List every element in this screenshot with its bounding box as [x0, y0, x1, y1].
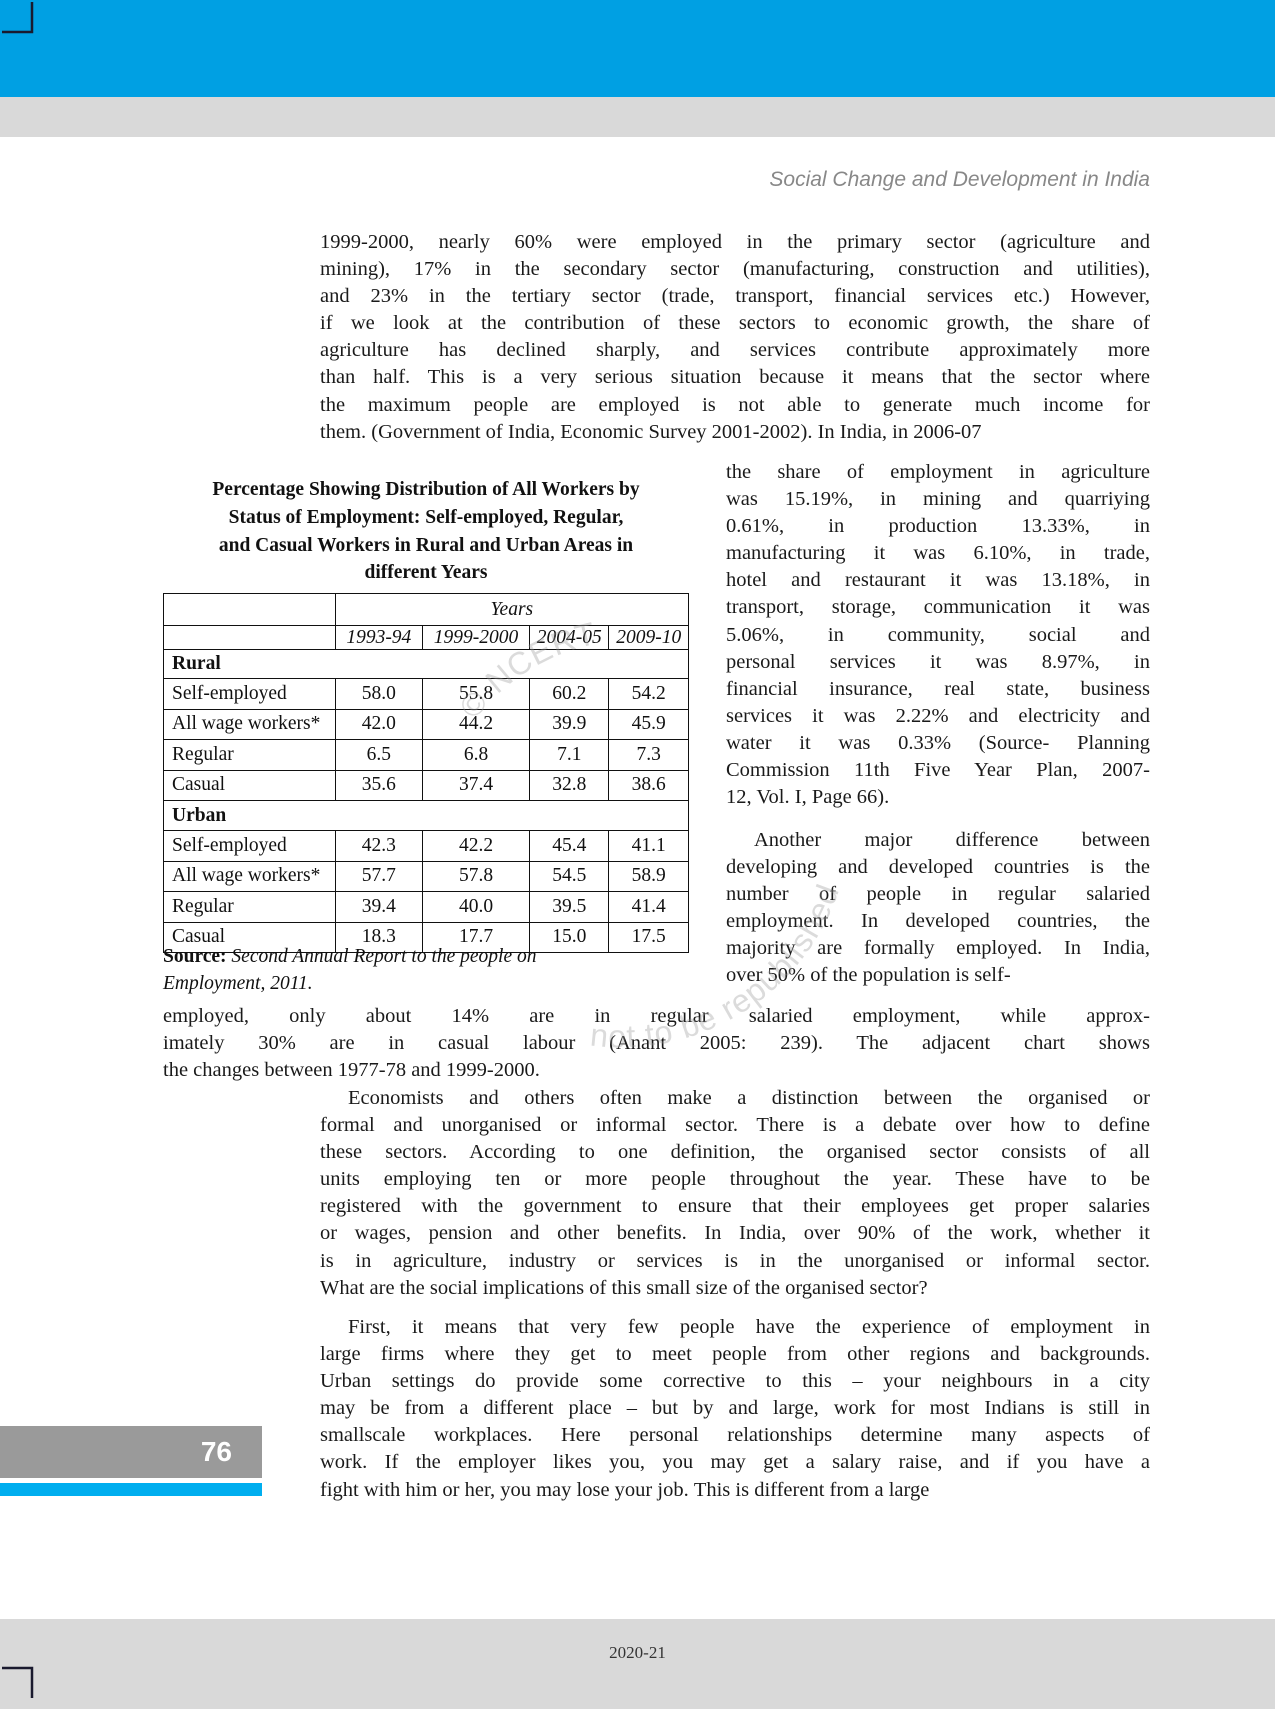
- svg-text:not to be republished: not to be republished: [574, 867, 876, 1099]
- svg-text:© NCERT: © NCERT: [444, 620, 609, 731]
